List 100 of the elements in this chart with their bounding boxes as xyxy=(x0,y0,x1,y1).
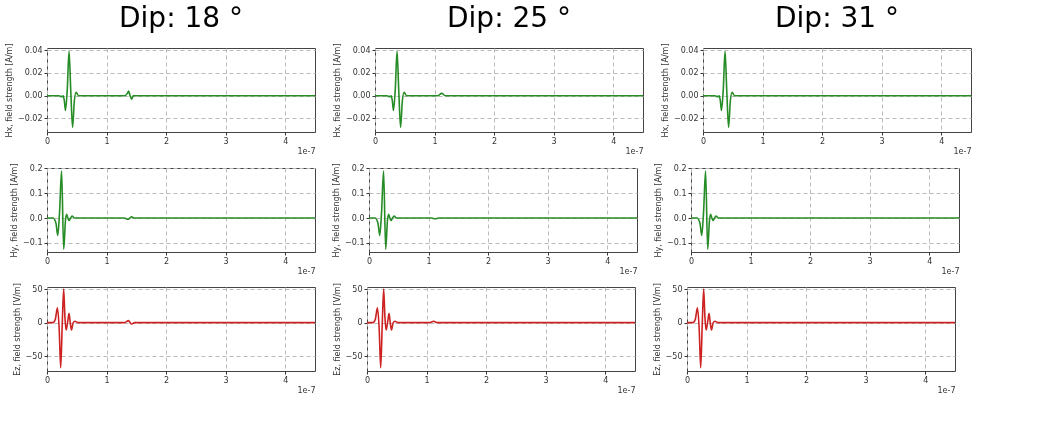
y-tick-label: 0.04 xyxy=(352,45,371,55)
y-axis-title: Hx, field strength [A/m] xyxy=(332,43,342,138)
y-tick-label: 0.0 xyxy=(351,213,365,223)
x-tick-label: 4 xyxy=(939,136,945,146)
y-tick-label: −50 xyxy=(665,351,683,361)
x-tick-label: 2 xyxy=(804,375,810,385)
x-tick-label: 4 xyxy=(603,375,609,385)
x-tick-label: 2 xyxy=(164,256,170,266)
x-tick-label: 4 xyxy=(283,375,289,385)
x-tick-label: 2 xyxy=(492,136,498,146)
y-axis-title: Ez, field strength [V/m] xyxy=(12,283,22,376)
x-tick-label: 3 xyxy=(879,136,885,146)
line-series xyxy=(691,170,959,250)
x-axis-title: 1e-7 xyxy=(625,146,644,156)
x-tick-label: 3 xyxy=(863,375,869,385)
y-tick-label: 0 xyxy=(37,318,43,328)
x-tick-label: 3 xyxy=(867,256,873,266)
y-tick-label: 0.00 xyxy=(680,91,699,101)
x-tick-label: 1 xyxy=(424,375,430,385)
y-tick-label: 50 xyxy=(672,284,683,294)
x-axis-title: 1e-7 xyxy=(297,146,316,156)
y-axis-title: Hx, field strength [A/m] xyxy=(660,43,670,138)
y-tick-label: 50 xyxy=(32,284,43,294)
chart-title: Dip: 18 ° xyxy=(119,0,243,34)
y-axis-title: Hy, field strength [A/m] xyxy=(332,163,342,258)
y-tick-label: 0.00 xyxy=(352,91,371,101)
x-tick-label: 2 xyxy=(808,256,814,266)
line-series xyxy=(703,50,971,129)
x-tick-label: 2 xyxy=(820,136,826,146)
y-tick-label: −0.02 xyxy=(17,113,43,123)
y-tick-label: 0.02 xyxy=(352,68,371,78)
x-tick-label: 1 xyxy=(748,256,754,266)
x-tick-label: 4 xyxy=(927,256,933,266)
line-series xyxy=(47,50,315,129)
x-tick-label: 0 xyxy=(700,136,707,146)
y-tick-label: 0.1 xyxy=(29,188,43,198)
y-axis-title: Hy, field strength [A/m] xyxy=(654,163,664,258)
x-tick-label: 3 xyxy=(223,136,229,146)
x-tick-label: 3 xyxy=(223,375,229,385)
x-tick-label: 0 xyxy=(44,375,51,385)
x-tick-label: 1 xyxy=(744,375,750,385)
x-tick-label: 1 xyxy=(760,136,766,146)
x-axis-title: 1e-7 xyxy=(617,385,636,395)
x-tick-label: 1 xyxy=(104,375,110,385)
x-tick-label: 2 xyxy=(486,256,492,266)
y-tick-label: 0.02 xyxy=(24,68,43,78)
y-tick-label: 0.0 xyxy=(29,213,43,223)
line-series xyxy=(687,288,955,369)
x-tick-label: 3 xyxy=(223,256,229,266)
x-axis-title: 1e-7 xyxy=(297,385,316,395)
y-tick-label: −0.02 xyxy=(673,113,699,123)
line-series xyxy=(367,288,635,369)
y-tick-label: 0.1 xyxy=(351,188,365,198)
y-tick-label: 0 xyxy=(357,318,363,328)
x-tick-label: 2 xyxy=(164,136,170,146)
line-series xyxy=(47,288,315,369)
chart-title: Dip: 31 ° xyxy=(775,0,899,34)
y-tick-label: 0.04 xyxy=(680,45,699,55)
line-series xyxy=(375,50,643,129)
x-axis-title: 1e-7 xyxy=(941,266,960,276)
y-axis-title: Hx, field strength [A/m] xyxy=(4,43,14,138)
line-series xyxy=(47,170,315,250)
x-tick-label: 0 xyxy=(44,136,51,146)
y-tick-label: −50 xyxy=(25,351,43,361)
x-axis-title: 1e-7 xyxy=(619,266,638,276)
y-tick-label: −0.1 xyxy=(345,238,365,248)
y-tick-label: 0.00 xyxy=(24,91,43,101)
x-tick-label: 1 xyxy=(104,256,110,266)
y-tick-label: −0.1 xyxy=(667,238,687,248)
x-axis-title: 1e-7 xyxy=(953,146,972,156)
y-tick-label: 0.0 xyxy=(673,213,687,223)
x-tick-label: 3 xyxy=(545,256,551,266)
chart-title: Dip: 25 ° xyxy=(447,0,571,34)
x-tick-label: 0 xyxy=(44,256,51,266)
x-tick-label: 1 xyxy=(104,136,110,146)
x-tick-label: 1 xyxy=(432,136,438,146)
y-tick-label: −0.02 xyxy=(345,113,371,123)
y-axis-title: Hy, field strength [A/m] xyxy=(10,163,20,258)
y-tick-label: 50 xyxy=(352,284,363,294)
y-axis-title: Ez, field strength [V/m] xyxy=(652,283,662,376)
x-tick-label: 4 xyxy=(923,375,929,385)
y-tick-label: 0 xyxy=(677,318,683,328)
line-series xyxy=(369,170,637,250)
x-tick-label: 4 xyxy=(611,136,617,146)
x-axis-title: 1e-7 xyxy=(937,385,956,395)
y-axis-title: Ez, field strength [V/m] xyxy=(332,283,342,376)
y-tick-label: 0.2 xyxy=(351,164,365,173)
y-tick-label: 0.04 xyxy=(24,45,43,55)
x-axis-title: 1e-7 xyxy=(297,266,316,276)
y-tick-label: 0.02 xyxy=(680,68,699,78)
x-tick-label: 4 xyxy=(605,256,611,266)
x-tick-label: 4 xyxy=(283,136,289,146)
x-tick-label: 4 xyxy=(283,256,289,266)
y-tick-label: −0.1 xyxy=(23,238,43,248)
y-tick-label: 0.2 xyxy=(29,164,43,173)
x-tick-label: 0 xyxy=(372,136,379,146)
x-tick-label: 2 xyxy=(484,375,490,385)
y-tick-label: 0.1 xyxy=(673,188,687,198)
x-tick-label: 1 xyxy=(426,256,432,266)
y-tick-label: 0.2 xyxy=(673,164,687,173)
